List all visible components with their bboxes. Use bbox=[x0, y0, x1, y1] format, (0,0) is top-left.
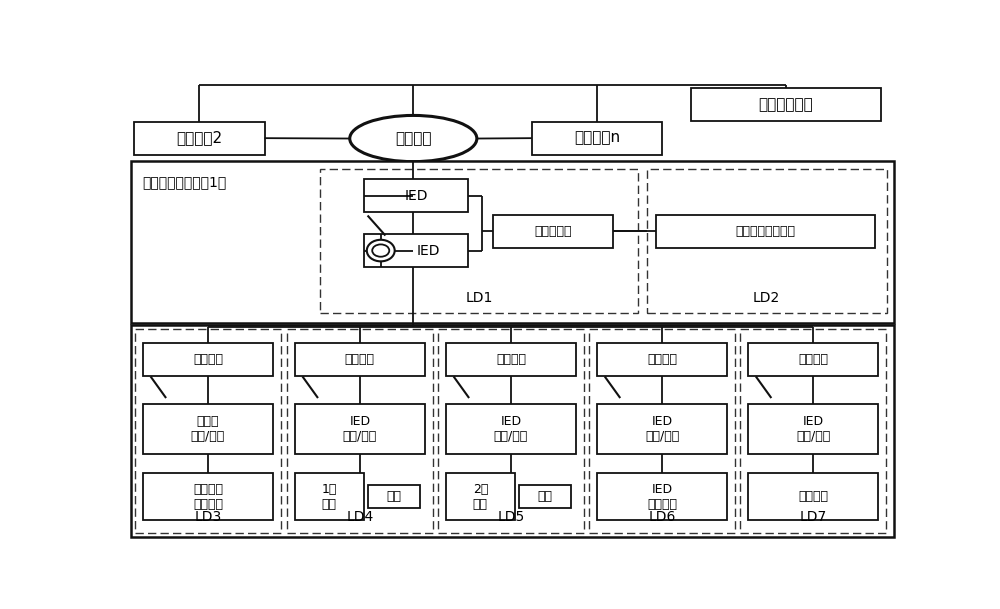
Ellipse shape bbox=[367, 240, 395, 261]
Text: 1级
负荷: 1级 负荷 bbox=[322, 482, 337, 510]
FancyBboxPatch shape bbox=[446, 343, 576, 376]
Text: 2级
负荷: 2级 负荷 bbox=[473, 482, 488, 510]
Ellipse shape bbox=[372, 244, 389, 257]
FancyBboxPatch shape bbox=[493, 215, 613, 248]
Text: IED
管理/保护: IED 管理/保护 bbox=[343, 415, 377, 443]
Text: 光伏组件
能量转换: 光伏组件 能量转换 bbox=[193, 482, 223, 510]
Text: LD1: LD1 bbox=[465, 291, 493, 305]
Text: LD6: LD6 bbox=[648, 510, 676, 524]
Text: IED: IED bbox=[417, 244, 440, 258]
FancyBboxPatch shape bbox=[740, 329, 886, 533]
Text: 测量控制: 测量控制 bbox=[647, 353, 677, 367]
Text: 计量: 计量 bbox=[537, 490, 552, 503]
Text: 光伏单元2: 光伏单元2 bbox=[176, 131, 222, 146]
FancyBboxPatch shape bbox=[446, 404, 576, 454]
Text: 外部电网: 外部电网 bbox=[395, 131, 432, 146]
Text: 电网调度中心: 电网调度中心 bbox=[758, 97, 813, 112]
FancyBboxPatch shape bbox=[135, 329, 281, 533]
Text: 测量控制: 测量控制 bbox=[345, 353, 375, 367]
Text: LD4: LD4 bbox=[346, 510, 373, 524]
Text: 计量: 计量 bbox=[386, 490, 401, 503]
FancyBboxPatch shape bbox=[143, 473, 273, 521]
FancyBboxPatch shape bbox=[287, 329, 433, 533]
Text: 测量控制: 测量控制 bbox=[798, 353, 828, 367]
Text: 测量控制: 测量控制 bbox=[496, 353, 526, 367]
FancyBboxPatch shape bbox=[368, 485, 420, 508]
Ellipse shape bbox=[350, 116, 477, 161]
FancyBboxPatch shape bbox=[748, 473, 878, 521]
Text: 测量控制: 测量控制 bbox=[193, 353, 223, 367]
Text: IED
管理/保护: IED 管理/保护 bbox=[796, 415, 830, 443]
FancyBboxPatch shape bbox=[134, 122, 264, 155]
FancyBboxPatch shape bbox=[597, 473, 727, 521]
Text: 光伏单元管理控制: 光伏单元管理控制 bbox=[736, 225, 796, 238]
FancyBboxPatch shape bbox=[364, 234, 468, 267]
FancyBboxPatch shape bbox=[295, 343, 425, 376]
FancyBboxPatch shape bbox=[131, 325, 894, 537]
FancyBboxPatch shape bbox=[597, 343, 727, 376]
FancyBboxPatch shape bbox=[143, 343, 273, 376]
FancyBboxPatch shape bbox=[589, 329, 735, 533]
Text: 逆变器
管理/保护: 逆变器 管理/保护 bbox=[191, 415, 225, 443]
FancyBboxPatch shape bbox=[438, 329, 584, 533]
FancyBboxPatch shape bbox=[532, 122, 662, 155]
FancyBboxPatch shape bbox=[295, 473, 364, 521]
Text: LD7: LD7 bbox=[800, 510, 827, 524]
FancyBboxPatch shape bbox=[364, 179, 468, 213]
FancyBboxPatch shape bbox=[295, 404, 425, 454]
Text: 电气连接点: 电气连接点 bbox=[534, 225, 572, 238]
FancyBboxPatch shape bbox=[656, 215, 875, 248]
Text: IED
管理/保护: IED 管理/保护 bbox=[645, 415, 679, 443]
FancyBboxPatch shape bbox=[597, 404, 727, 454]
FancyBboxPatch shape bbox=[320, 169, 638, 313]
FancyBboxPatch shape bbox=[748, 343, 878, 376]
FancyBboxPatch shape bbox=[748, 404, 878, 454]
FancyBboxPatch shape bbox=[131, 161, 894, 323]
FancyBboxPatch shape bbox=[519, 485, 571, 508]
Text: IED
储能电池: IED 储能电池 bbox=[647, 482, 677, 510]
Text: 光伏量测: 光伏量测 bbox=[798, 490, 828, 503]
Text: IED: IED bbox=[404, 189, 428, 203]
Text: LD5: LD5 bbox=[497, 510, 525, 524]
FancyBboxPatch shape bbox=[691, 88, 881, 121]
FancyBboxPatch shape bbox=[446, 473, 515, 521]
FancyBboxPatch shape bbox=[647, 169, 887, 313]
FancyBboxPatch shape bbox=[143, 404, 273, 454]
Text: IED
管理/保护: IED 管理/保护 bbox=[494, 415, 528, 443]
Text: LD3: LD3 bbox=[194, 510, 222, 524]
Text: 服务器（光伏单元1）: 服务器（光伏单元1） bbox=[142, 175, 226, 189]
Text: LD2: LD2 bbox=[753, 291, 780, 305]
Text: 光伏单元n: 光伏单元n bbox=[574, 131, 620, 146]
